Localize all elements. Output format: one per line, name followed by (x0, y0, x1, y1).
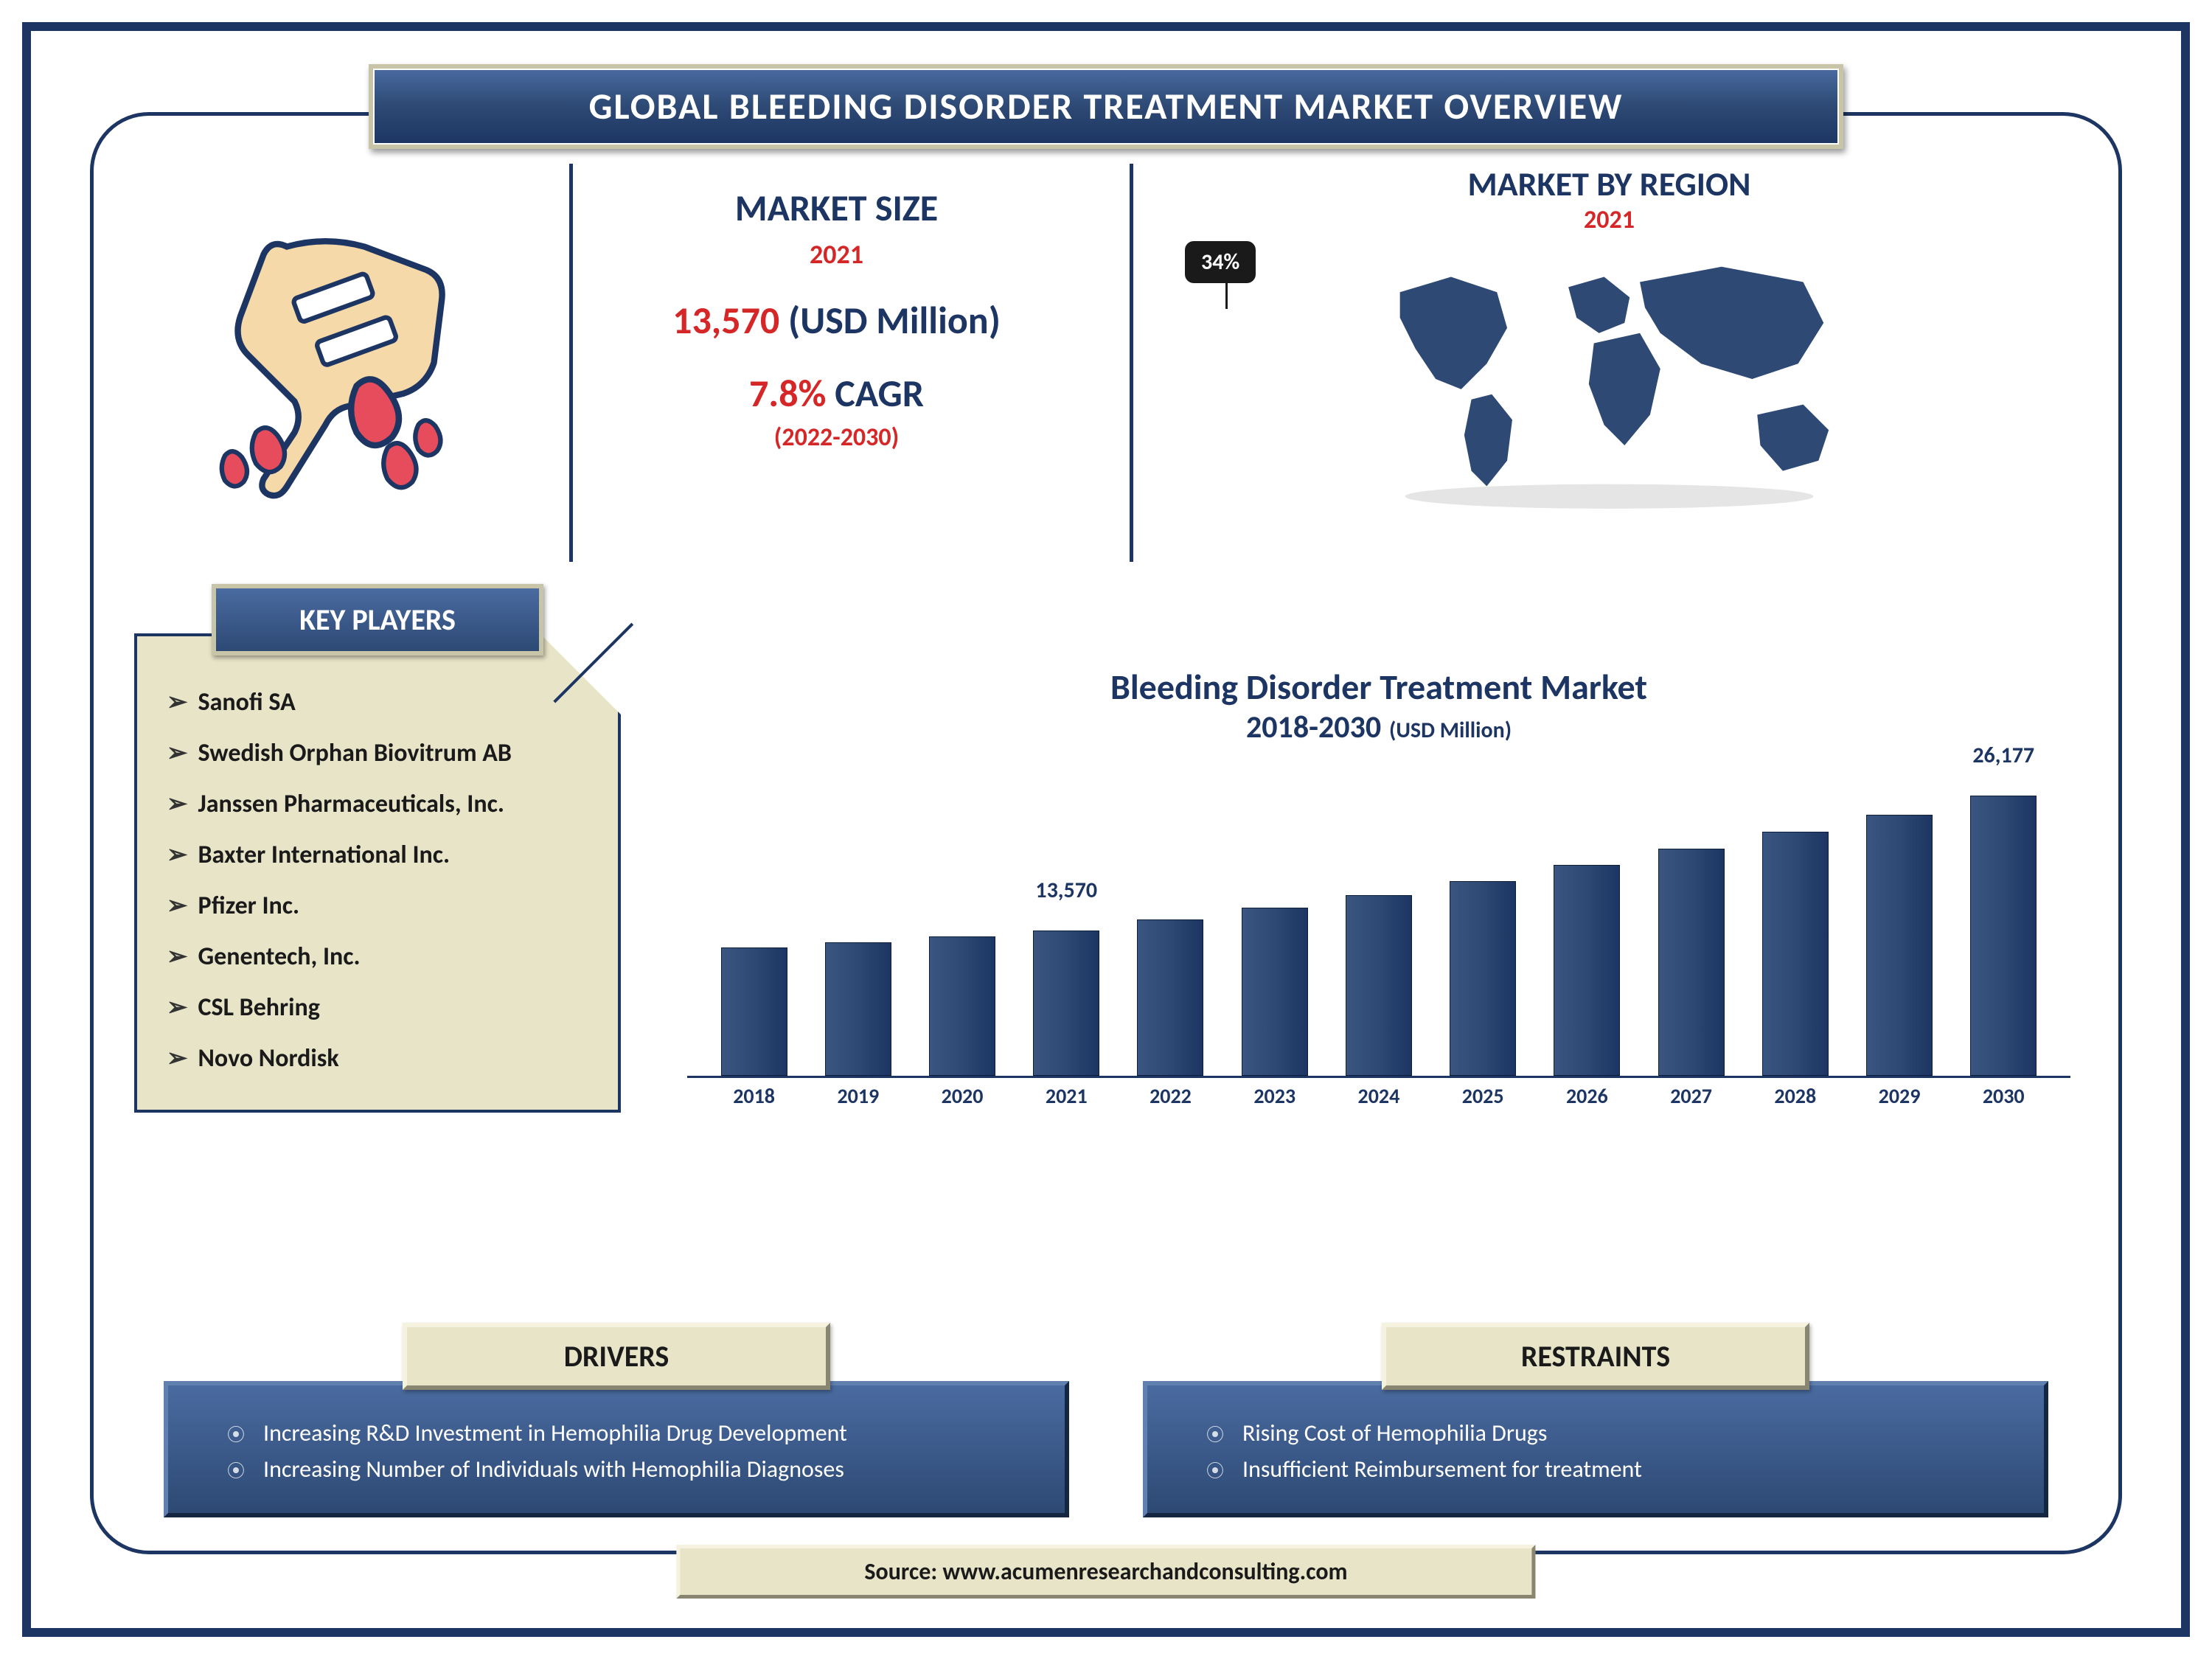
restraints-body: Rising Cost of Hemophilia DrugsInsuffici… (1143, 1381, 2048, 1517)
bottom-factor-row: DRIVERS Increasing R&D Investment in Hem… (164, 1323, 2048, 1517)
chart-title: Bleeding Disorder Treatment Market (687, 665, 2070, 709)
key-players-panel: KEY PLAYERS Sanofi SASwedish Orphan Biov… (134, 584, 621, 1113)
chart-bar (1970, 796, 2037, 1076)
bar-year-label: 2018 (733, 1083, 775, 1109)
region-panel: MARKET BY REGION 2021 34% (1130, 164, 2085, 562)
bar-year-label: 2021 (1046, 1083, 1088, 1109)
chart-subtitle: 2018-2030 (USD Million) (687, 709, 2070, 746)
key-player-item: Genentech, Inc. (167, 931, 588, 982)
bar-wrap: 203026,177 (1963, 796, 2044, 1076)
chart-unit: (USD Million) (1389, 717, 1512, 744)
bar-wrap: 2028 (1755, 832, 1836, 1076)
drivers-panel: DRIVERS Increasing R&D Investment in Hem… (164, 1323, 1069, 1517)
key-player-item: CSL Behring (167, 982, 588, 1033)
outer-frame: GLOBAL BLEEDING DISORDER TREATMENT MARKE… (22, 22, 2190, 1637)
drivers-list: Increasing R&D Investment in Hemophilia … (227, 1415, 1028, 1487)
chart-bar (1866, 815, 1933, 1076)
bleeding-hand-icon (178, 208, 488, 518)
list-item: Increasing R&D Investment in Hemophilia … (227, 1415, 1028, 1451)
cagr-period: (2022-2030) (774, 422, 899, 453)
key-player-item: Swedish Orphan Biovitrum AB (167, 728, 588, 779)
bar-year-label: 2024 (1358, 1083, 1400, 1109)
bar-year-label: 2028 (1774, 1083, 1816, 1109)
region-callout: 34% (1185, 241, 1256, 283)
title-banner: GLOBAL BLEEDING DISORDER TREATMENT MARKE… (369, 64, 1843, 149)
key-player-item: Pfizer Inc. (167, 880, 588, 931)
bar-year-label: 2029 (1879, 1083, 1921, 1109)
chart-bar (825, 942, 891, 1076)
key-player-item: Novo Nordisk (167, 1033, 588, 1084)
list-item: Insufficient Reimbursement for treatment (1206, 1451, 2007, 1487)
content-area: MARKET SIZE 2021 13,570 (USD Million) 7.… (127, 164, 2085, 1517)
bar-year-label: 2025 (1462, 1083, 1504, 1109)
restraints-heading: RESTRAINTS (1382, 1323, 1809, 1390)
bar-wrap: 2023 (1234, 908, 1315, 1076)
list-item: Increasing Number of Individuals with He… (227, 1451, 1028, 1487)
chart-bar (1554, 865, 1620, 1076)
chart-bar (1242, 908, 1308, 1076)
bar-value-label: 26,177 (1972, 742, 2034, 769)
market-size-heading: MARKET SIZE (735, 186, 938, 231)
bleeding-hand-illustration (127, 164, 540, 562)
chart-bar (929, 936, 995, 1076)
bar-wrap: 2022 (1130, 919, 1211, 1076)
key-players-body: Sanofi SASwedish Orphan Biovitrum ABJans… (134, 633, 621, 1113)
bar-value-label: 13,570 (1035, 877, 1097, 904)
chart-bar (1762, 832, 1829, 1076)
chart-bar (1137, 919, 1203, 1076)
chart-bar (1450, 881, 1516, 1076)
restraints-panel: RESTRAINTS Rising Cost of Hemophilia Dru… (1143, 1323, 2048, 1517)
market-size-value: 13,570 (USD Million) (672, 296, 1001, 344)
chart-bar (1033, 931, 1099, 1076)
market-size-panel: MARKET SIZE 2021 13,570 (USD Million) 7.… (569, 164, 1100, 562)
source-attribution: Source: www.acumenresearchandconsulting.… (676, 1545, 1535, 1599)
key-player-item: Sanofi SA (167, 677, 588, 728)
list-item: Rising Cost of Hemophilia Drugs (1206, 1415, 2007, 1451)
drivers-heading: DRIVERS (403, 1323, 830, 1390)
bar-chart-panel: Bleeding Disorder Treatment Market 2018-… (687, 665, 2070, 1130)
key-players-list: Sanofi SASwedish Orphan Biovitrum ABJans… (167, 677, 588, 1084)
drivers-body: Increasing R&D Investment in Hemophilia … (164, 1381, 1069, 1517)
market-size-year: 2021 (810, 238, 863, 271)
key-players-heading: KEY PLAYERS (212, 584, 543, 655)
restraints-list: Rising Cost of Hemophilia DrugsInsuffici… (1206, 1415, 2007, 1487)
bar-wrap: 2024 (1338, 895, 1419, 1076)
bar-year-label: 2019 (837, 1083, 879, 1109)
top-row: MARKET SIZE 2021 13,570 (USD Million) 7.… (127, 164, 2085, 562)
bar-year-label: 2023 (1253, 1083, 1295, 1109)
chart-bar (1658, 849, 1725, 1076)
market-cagr: 7.8% CAGR (749, 369, 924, 417)
bar-wrap: 202113,570 (1026, 931, 1107, 1076)
bar-year-label: 2022 (1150, 1083, 1192, 1109)
bar-wrap: 2019 (818, 942, 899, 1076)
cagr-label: CAGR (835, 369, 924, 417)
world-map-icon (1148, 246, 2070, 512)
bar-wrap: 2026 (1546, 865, 1627, 1076)
key-player-item: Janssen Pharmaceuticals, Inc. (167, 779, 588, 830)
bar-year-label: 2026 (1566, 1083, 1608, 1109)
key-player-item: Baxter International Inc. (167, 830, 588, 880)
cagr-value: 7.8% (749, 369, 827, 417)
bar-wrap: 2025 (1442, 881, 1523, 1076)
bar-wrap: 2020 (922, 936, 1003, 1076)
chart-period: 2018-2030 (1246, 709, 1381, 746)
chart-bar (721, 947, 787, 1076)
market-size-unit: (USD Million) (788, 296, 1001, 344)
region-heading: MARKET BY REGION (1468, 164, 1751, 205)
bar-wrap: 2018 (714, 947, 795, 1076)
bar-wrap: 2027 (1651, 849, 1732, 1076)
bar-year-label: 2030 (1983, 1083, 2025, 1109)
region-year: 2021 (1584, 205, 1635, 235)
bar-year-label: 2027 (1670, 1083, 1712, 1109)
bar-year-label: 2020 (942, 1083, 984, 1109)
market-size-number: 13,570 (672, 296, 779, 344)
chart-bars-container: 2018 2019 2020 202113,570 2022 2023 2024 2025 20… (687, 768, 2070, 1078)
chart-bar (1346, 895, 1412, 1076)
bar-wrap: 2029 (1859, 815, 1940, 1076)
